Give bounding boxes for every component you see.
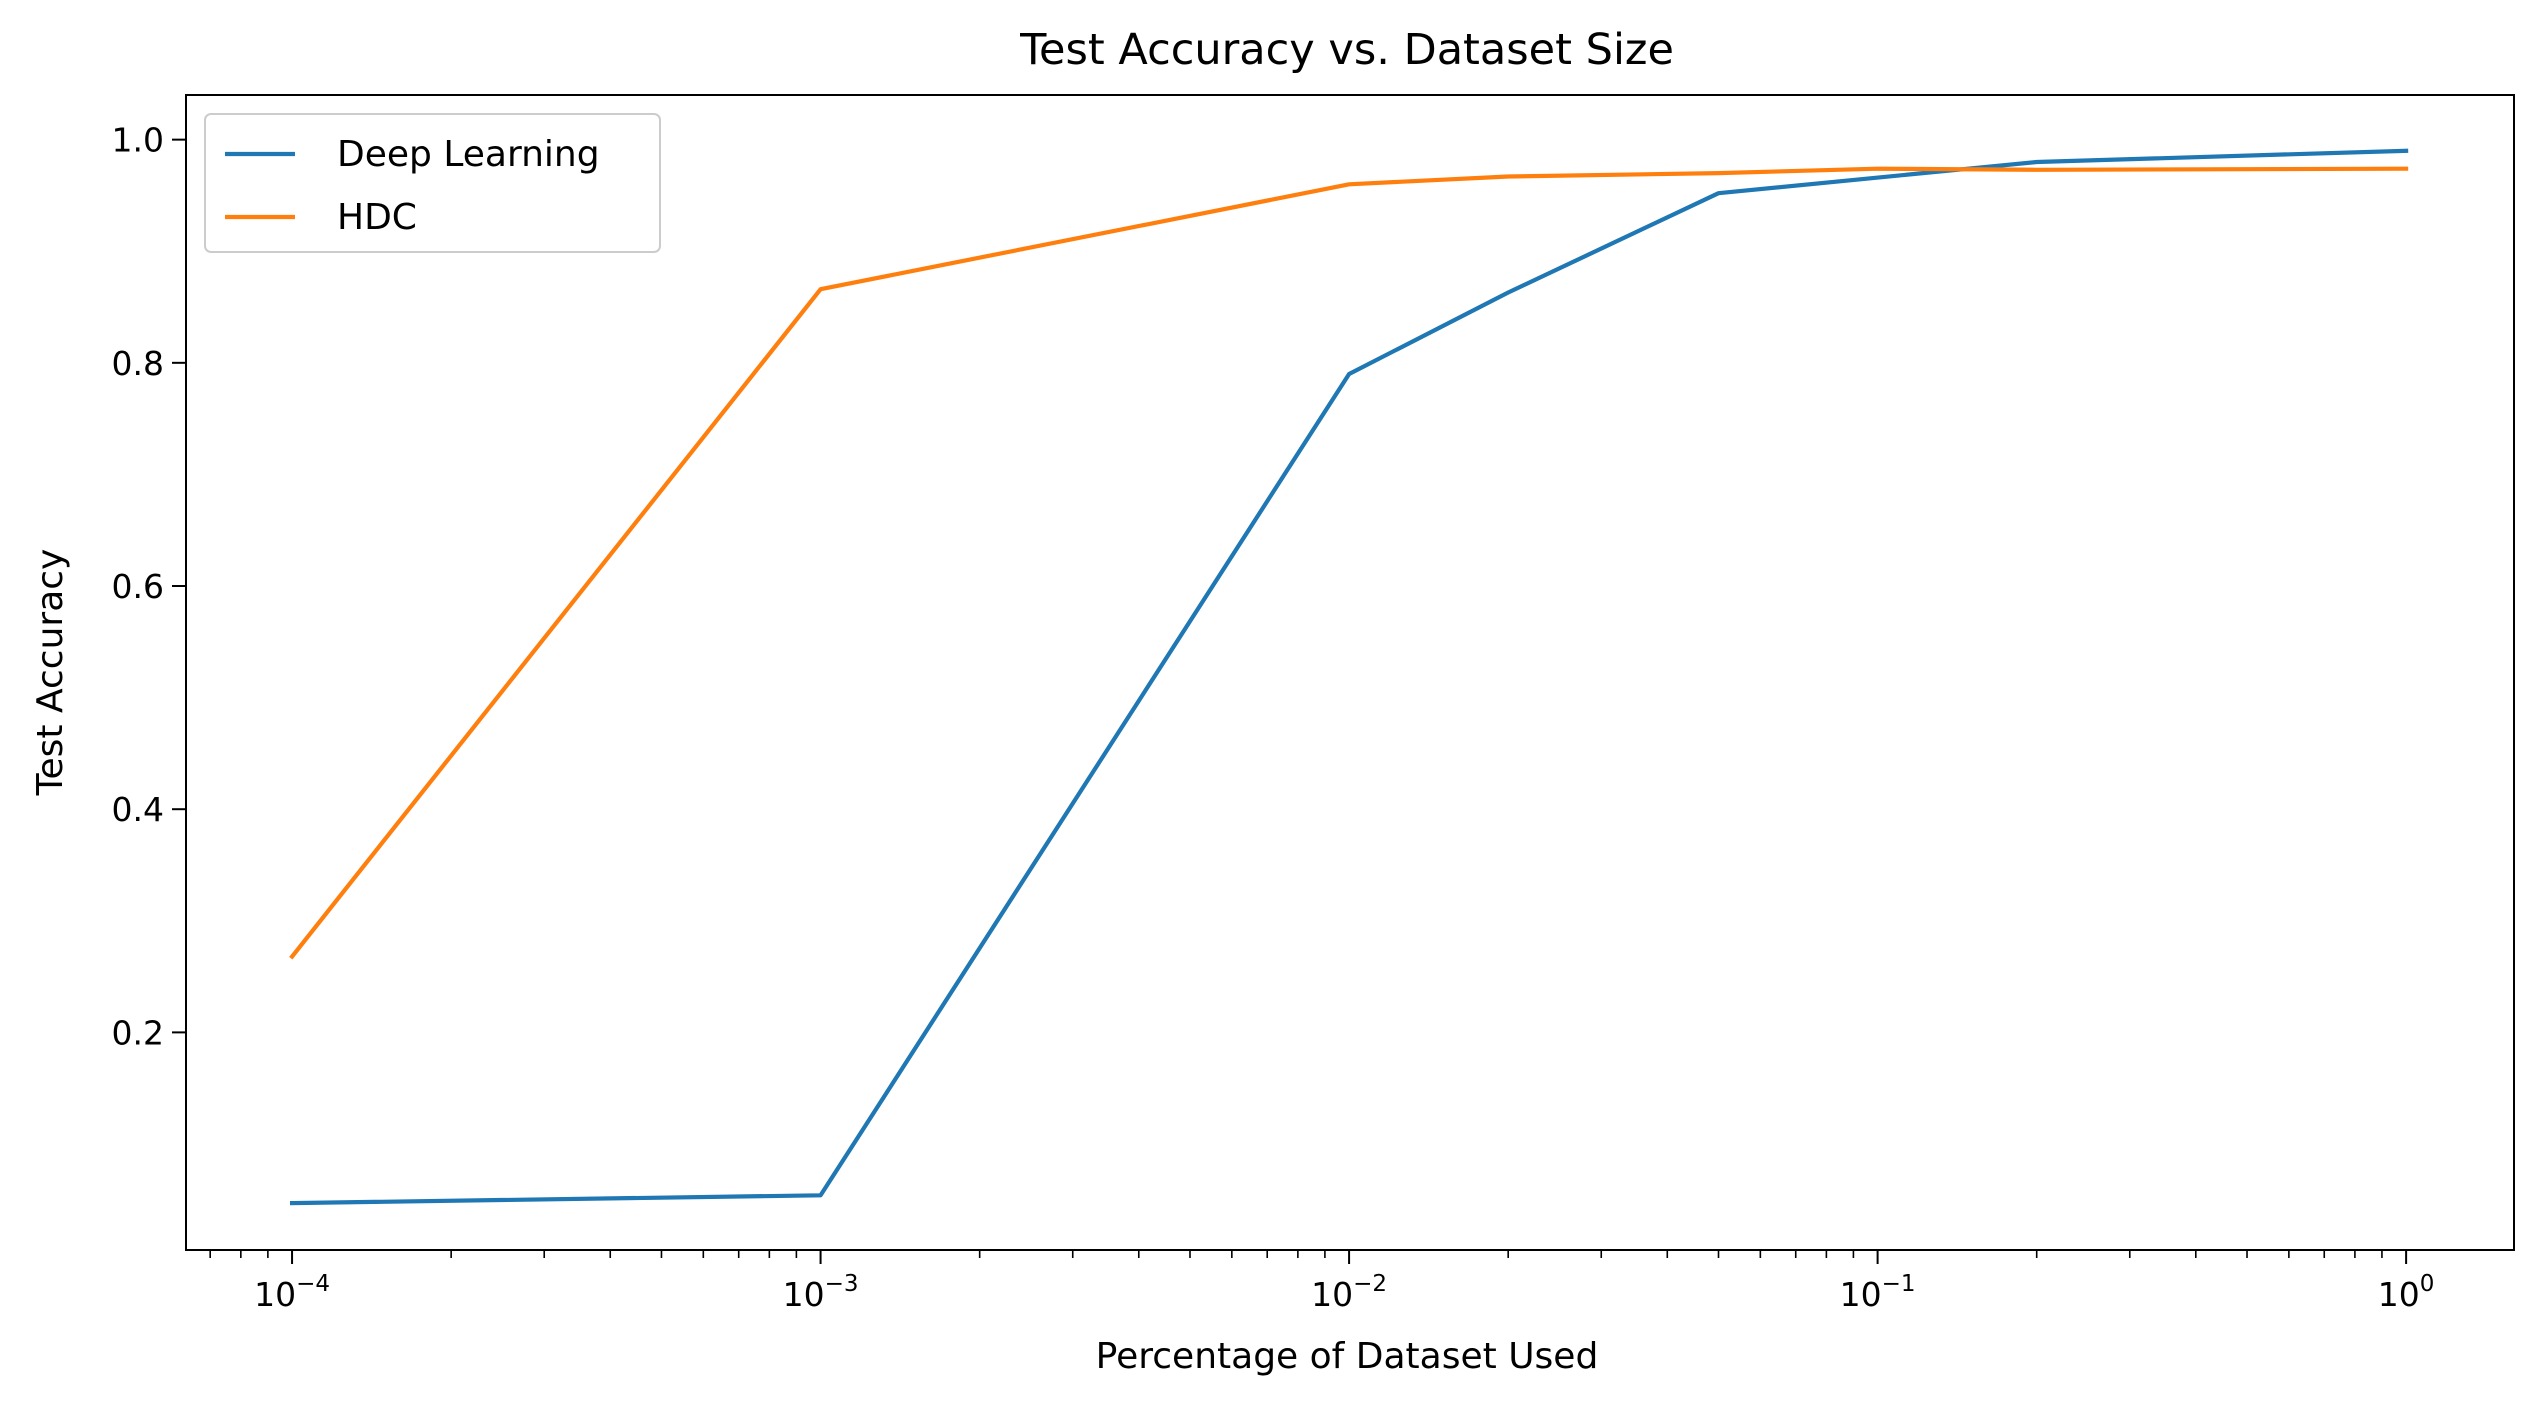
y-tick-label: 1.0 xyxy=(112,121,164,160)
y-tick-label: 0.6 xyxy=(112,567,164,606)
x-tick-label: 100 xyxy=(2378,1271,2435,1314)
plot-frame xyxy=(185,94,2515,1251)
y-tick-label: 0.4 xyxy=(112,790,164,829)
legend-label-hdc: HDC xyxy=(337,197,417,238)
series-line-hdc xyxy=(289,166,2409,960)
plot-area xyxy=(186,95,2514,1250)
x-tick-label: 10−4 xyxy=(254,1271,330,1314)
x-tick-label: 10−2 xyxy=(1311,1271,1387,1314)
legend: Deep Learning HDC xyxy=(204,113,661,253)
legend-label-deep-learning: Deep Learning xyxy=(337,134,600,175)
x-minor-ticks xyxy=(209,1250,2383,1258)
x-axis: 10−4 10−3 10−2 10−1 100 xyxy=(254,1250,2434,1314)
x-tick-label: 10−1 xyxy=(1840,1271,1916,1314)
series-layer xyxy=(289,148,2409,1206)
x-axis-label: Percentage of Dataset Used xyxy=(1096,1336,1599,1377)
y-tick-label: 0.8 xyxy=(112,344,164,383)
y-tick-label: 0.2 xyxy=(112,1013,164,1052)
legend-box xyxy=(204,113,661,253)
y-axis-label: Test Accuracy xyxy=(30,549,71,797)
x-tick-label: 10−3 xyxy=(783,1271,859,1314)
chart-title: Test Accuracy vs. Dataset Size xyxy=(1019,25,1674,75)
y-axis: 0.2 0.4 0.6 0.8 1.0 xyxy=(112,121,186,1052)
series-line-deep-learning xyxy=(289,148,2409,1206)
